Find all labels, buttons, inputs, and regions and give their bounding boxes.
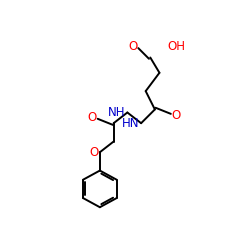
Text: HN: HN <box>122 117 140 130</box>
Text: O: O <box>129 40 138 53</box>
Text: O: O <box>172 109 181 122</box>
Text: O: O <box>89 146 98 159</box>
Text: OH: OH <box>167 40 185 53</box>
Text: O: O <box>88 110 97 124</box>
Text: NH: NH <box>108 106 126 119</box>
